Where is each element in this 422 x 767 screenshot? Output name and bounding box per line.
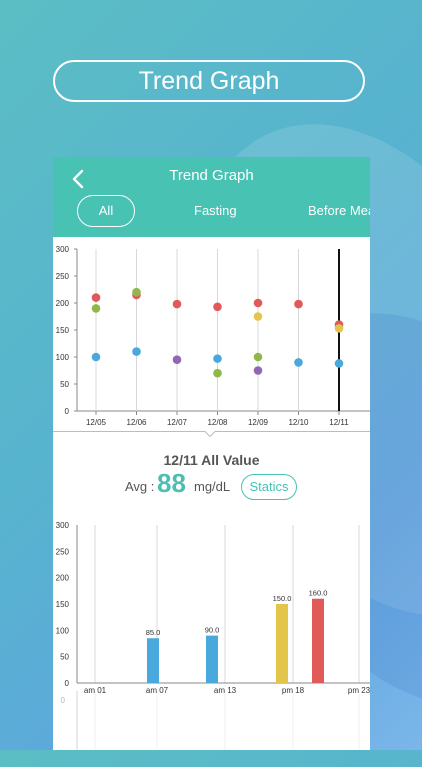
data-point <box>253 298 263 308</box>
bar-value-label: 150.0 <box>273 594 292 603</box>
x-tick-label: pm 18 <box>282 686 305 695</box>
bar <box>147 638 159 683</box>
data-point <box>294 358 303 367</box>
y-tick-label: 0 <box>61 696 66 705</box>
y-tick-label: 100 <box>56 626 70 635</box>
summary-title: 12/11 All Value <box>163 452 260 468</box>
y-tick-label: 300 <box>56 245 70 254</box>
y-tick-label: 250 <box>56 547 70 556</box>
bar-value-label: 90.0 <box>205 626 220 635</box>
y-tick-label: 200 <box>56 574 70 583</box>
section-divider <box>53 431 370 438</box>
x-tick-label: 12/09 <box>248 418 269 427</box>
banner-title: Trend Graph <box>53 60 365 102</box>
trend-scatter-chart[interactable]: 0 50 100 150 200 250 300 12/05 12/06 12/07 12/08 12… <box>53 237 370 589</box>
data-point <box>91 293 101 302</box>
data-point <box>213 302 222 312</box>
tab-all[interactable]: All <box>77 195 135 227</box>
x-tick-label: am 13 <box>214 686 237 695</box>
data-point <box>253 352 263 362</box>
app-header: Trend Graph All Fasting Before Mea <box>53 157 370 237</box>
bar <box>206 635 218 683</box>
data-point <box>334 359 344 368</box>
y-tick-label: 50 <box>60 380 69 389</box>
avg-unit: mg/dL <box>194 479 231 494</box>
data-point <box>294 299 303 309</box>
avg-value: 88 <box>157 468 186 498</box>
data-point <box>132 287 141 297</box>
x-tick-label: 12/08 <box>207 418 228 427</box>
header-title: Trend Graph <box>169 167 254 184</box>
data-point <box>132 347 141 356</box>
bar <box>276 604 288 683</box>
y-tick-label: 200 <box>56 299 70 308</box>
bar <box>312 598 324 683</box>
tab-before-meal[interactable]: Before Mea <box>308 203 370 218</box>
y-tick-label: 300 <box>56 521 70 530</box>
data-point <box>213 368 222 378</box>
x-tick-label: 12/07 <box>167 418 188 427</box>
x-tick-label: 12/11 <box>329 418 349 427</box>
bar-value-label: 160.0 <box>309 589 328 598</box>
data-point <box>253 366 263 375</box>
y-tick-label: 250 <box>56 272 70 281</box>
statics-button[interactable]: Statics <box>241 474 297 500</box>
x-tick-label: am 01 <box>84 686 107 695</box>
data-point <box>172 355 182 364</box>
data-point <box>91 304 101 313</box>
y-tick-label: 150 <box>56 326 70 335</box>
bar-value-label: 85.0 <box>146 628 161 637</box>
hourly-bar-chart: 0 50 100 150 200 250 300 am 01 am 07 am 13 pm 18 pm… <box>56 521 370 695</box>
data-point <box>334 324 344 333</box>
x-tick-label: 12/05 <box>86 418 107 427</box>
tab-fasting[interactable]: Fasting <box>194 203 237 218</box>
x-tick-label: pm 23 <box>348 686 370 695</box>
avg-label: Avg : <box>125 479 155 494</box>
back-button[interactable] <box>69 167 89 191</box>
y-tick-label: 50 <box>60 653 69 662</box>
y-tick-label: 100 <box>56 353 70 362</box>
data-point <box>213 354 222 363</box>
data-point <box>253 312 263 321</box>
y-tick-label: 0 <box>65 407 70 416</box>
y-tick-label: 0 <box>65 679 70 688</box>
x-tick-label: am 07 <box>146 686 169 695</box>
x-tick-label: 12/06 <box>126 418 147 427</box>
x-tick-label: 12/10 <box>288 418 309 427</box>
y-tick-label: 150 <box>56 600 70 609</box>
data-point <box>172 299 182 309</box>
phone-screen: Trend Graph All Fasting Before Mea 0 50 10… <box>53 157 370 750</box>
chevron-left-icon <box>72 169 84 189</box>
data-point <box>91 352 101 362</box>
